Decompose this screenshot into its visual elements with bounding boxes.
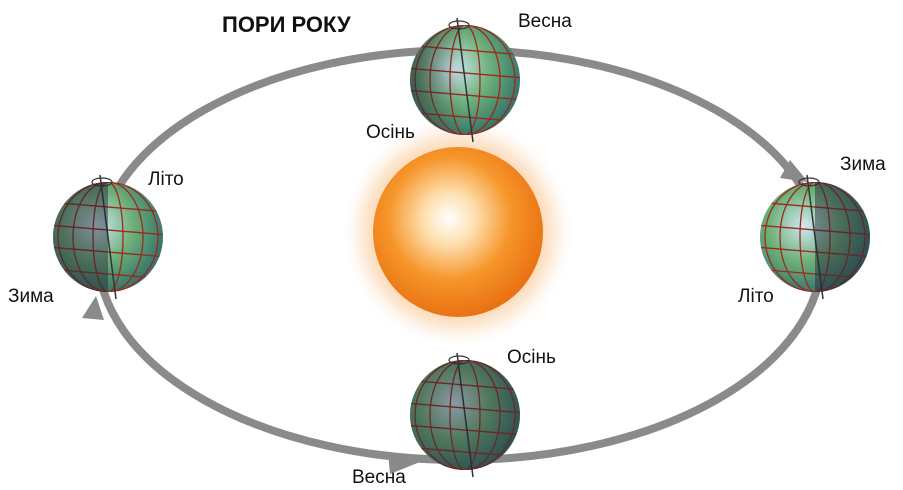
globe [755,175,875,299]
title: ПОРИ РОКУ [222,12,351,37]
season-label: Весна [518,11,572,32]
season-label: Літо [738,286,774,307]
season-label: Весна [352,467,406,488]
globe [405,18,525,142]
season-label: Зима [840,154,886,175]
globe [405,353,525,477]
sun [373,147,543,317]
orbit-arrow [388,452,420,474]
season-label: Осінь [507,347,556,368]
season-label: Осінь [366,122,415,143]
season-label: Літо [148,169,184,190]
orbit-arrow [82,296,104,320]
orbit-arrow [780,160,808,182]
globe [48,175,168,299]
season-label: Зима [8,286,54,307]
